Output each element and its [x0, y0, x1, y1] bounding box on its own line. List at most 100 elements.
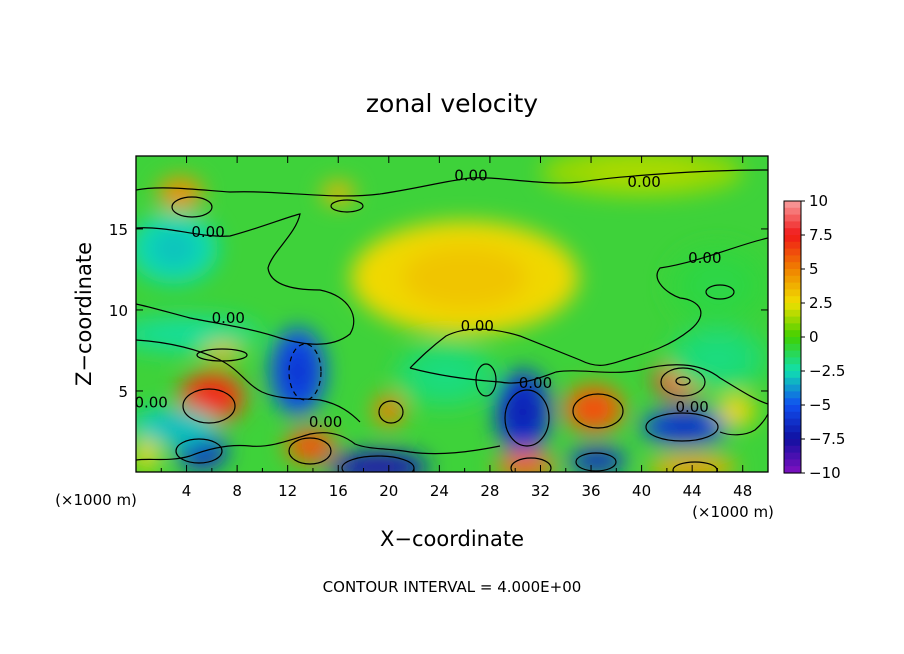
contour-loop — [175, 438, 223, 464]
zero-contours — [136, 169, 768, 472]
contour-loop — [510, 457, 552, 472]
colorbar-segment — [784, 398, 801, 406]
field-core — [211, 347, 233, 357]
contour-line — [719, 413, 768, 436]
contour-line — [409, 364, 768, 405]
x-tick-label: 16 — [329, 482, 348, 500]
contour-label: 0.00 — [212, 309, 245, 327]
colorbar-tick-label: −10 — [809, 464, 841, 482]
x-tick-label: 20 — [379, 482, 398, 500]
contour-label: 0.00 — [627, 173, 660, 191]
field-core — [193, 383, 230, 412]
field-core — [350, 458, 407, 472]
colorbar-tick-label: −2.5 — [809, 362, 845, 380]
colorbar-segment — [784, 309, 801, 318]
colorbar-segment — [784, 439, 801, 447]
colorbar-segment — [784, 377, 801, 386]
x-axis: 4 8 12 16 20 24 28 32 36 40 44 48 — [160, 156, 752, 500]
contour-loop — [675, 376, 691, 386]
contour-loop — [288, 343, 322, 401]
colorbar-tick-label: 5 — [809, 260, 819, 278]
contour-loop — [645, 412, 719, 442]
x-tick-label: 8 — [232, 482, 242, 500]
field-core — [187, 440, 216, 462]
colorbar-tick-label: −5 — [809, 396, 831, 414]
y-tick-label: 15 — [109, 221, 128, 239]
colorbar-tick-label: −7.5 — [809, 430, 845, 448]
contour-labels: 0.00 0.00 0.00 0.00 0.00 0.00 0.00 0.00 0.00 0.00 — [134, 166, 722, 431]
field-core — [581, 453, 614, 468]
plot-area: 0.00 0.00 0.00 0.00 0.00 0.00 0.00 0.00 0.00 0.00 — [134, 156, 768, 472]
colorbar-segment — [784, 445, 801, 454]
x-tick-label: 44 — [683, 482, 702, 500]
colorbar-segment — [784, 255, 801, 263]
contour-label: 0.00 — [461, 317, 494, 335]
x-tick-label: 48 — [733, 482, 752, 500]
contour-label: 0.00 — [519, 374, 552, 392]
colorbar-segment — [784, 452, 801, 460]
colorbar-segment — [784, 303, 801, 311]
colorbar-segment — [784, 316, 801, 324]
x-tick-label: 12 — [278, 482, 297, 500]
field-core — [585, 158, 698, 186]
colorbar-segment — [784, 235, 801, 243]
colorbar-tick-label: 10 — [809, 192, 828, 210]
contour-loop — [378, 400, 404, 424]
contour-label: 0.00 — [454, 166, 487, 184]
contour-loop — [182, 388, 236, 424]
field-core — [417, 356, 474, 393]
colorbar-segment — [784, 214, 801, 222]
colorbar-segment — [784, 275, 801, 284]
colorbar-segment — [784, 411, 801, 420]
x-tick-label: 40 — [632, 482, 651, 500]
colorbar-segment — [784, 432, 801, 440]
contour-label: 0.00 — [134, 393, 167, 411]
colorbar-segment — [784, 384, 801, 392]
x-unit-right: (×1000 m) — [692, 503, 774, 521]
field-core — [149, 415, 199, 438]
contour-line — [136, 432, 501, 461]
field-core — [725, 401, 747, 420]
field-core — [507, 388, 539, 436]
x-tick-label: 4 — [182, 482, 192, 500]
contour-loop — [196, 348, 248, 362]
colorbar-tick-label: 0 — [809, 328, 819, 346]
chart-title: zonal velocity — [366, 89, 538, 118]
contour-loop — [504, 389, 550, 447]
contour-label: 0.00 — [309, 413, 342, 431]
colorbar-segment — [784, 425, 801, 433]
field-core — [144, 323, 229, 345]
colorbar-segment — [784, 296, 801, 304]
colorbar-segment — [784, 207, 801, 216]
colorbar-segment — [784, 405, 801, 413]
colorbar-segment — [784, 459, 801, 467]
colorbar: 10 7.5 5 2.5 0 −2.5 −5 −7.5 −10 — [783, 192, 845, 482]
colorbar-tick-label: 7.5 — [809, 226, 833, 244]
colorbar-segment — [784, 343, 801, 352]
field-core — [402, 246, 528, 309]
field-core — [282, 347, 314, 396]
field-core — [508, 457, 542, 472]
contour-label: 0.00 — [191, 223, 224, 241]
y-tick-label: 10 — [109, 302, 128, 320]
field-core — [329, 187, 348, 200]
colorbar-segment — [784, 221, 801, 229]
contour-loop — [572, 393, 624, 429]
contour-line — [409, 237, 768, 369]
y-axis-label: Z−coordinate — [72, 242, 96, 386]
colorbar-segment — [784, 248, 801, 256]
x-tick-label: 36 — [581, 482, 600, 500]
field-core — [296, 436, 325, 456]
colorbar-segment — [784, 357, 801, 365]
colorbar-segment — [784, 289, 801, 297]
colorbar-segment — [784, 364, 801, 372]
contour-loop — [330, 199, 364, 213]
colorbar-segment — [784, 391, 801, 399]
field-core — [380, 401, 398, 420]
colorbar-segment — [784, 269, 801, 277]
plot-frame — [135, 155, 769, 473]
contour-label: 0.00 — [688, 249, 721, 267]
field-core — [149, 228, 199, 268]
colorbar-segment — [784, 466, 801, 474]
